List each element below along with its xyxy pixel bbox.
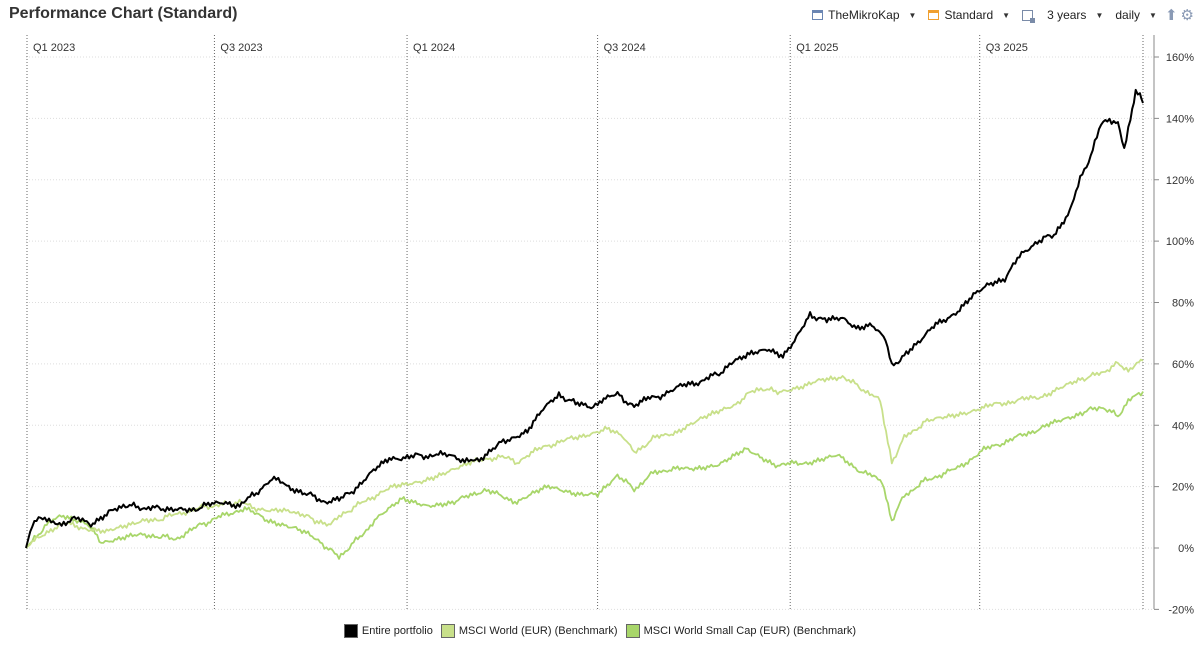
- calendar-icon: [1022, 9, 1036, 23]
- view-selector[interactable]: Standard ▼: [928, 8, 1022, 22]
- y-tick-label: 80%: [1172, 298, 1194, 310]
- quarter-label: Q1 2024: [413, 42, 455, 54]
- y-tick-label: 120%: [1166, 175, 1194, 187]
- legend-label: Entire portfolio: [361, 625, 433, 637]
- quarter-label: Q1 2025: [796, 42, 838, 54]
- page-title: Performance Chart (Standard): [9, 5, 238, 22]
- chevron-down-icon: ▼: [1149, 10, 1157, 20]
- y-tick-label: -20%: [1168, 604, 1194, 616]
- legend-swatch: [440, 624, 455, 638]
- quarter-label: Q3 2025: [986, 42, 1028, 54]
- series-line-0: [25, 88, 1144, 549]
- chevron-down-icon: ▼: [908, 10, 917, 20]
- gear-icon[interactable]: ⚙: [1180, 7, 1194, 24]
- view-icon: [928, 10, 940, 20]
- legend-item[interactable]: MSCI World (EUR) (Benchmark): [440, 624, 618, 638]
- portfolio-selector-label: TheMikroKap: [828, 8, 900, 22]
- legend-item[interactable]: Entire portfolio: [343, 624, 433, 638]
- quarter-label: Q1 2023: [33, 42, 75, 54]
- chevron-down-icon: ▼: [1095, 10, 1104, 20]
- y-tick-label: 40%: [1172, 420, 1194, 432]
- portfolio-selector[interactable]: TheMikroKap ▼: [812, 8, 928, 22]
- y-tick-label: 140%: [1166, 113, 1194, 125]
- chevron-down-icon: ▼: [1002, 10, 1011, 20]
- legend-label: MSCI World (EUR) (Benchmark): [458, 625, 618, 637]
- y-tick-label: 0%: [1178, 543, 1194, 555]
- period-selector-label: 3 years: [1047, 8, 1087, 22]
- legend-item[interactable]: MSCI World Small Cap (EUR) (Benchmark): [625, 624, 857, 638]
- y-tick-label: 100%: [1166, 236, 1194, 248]
- chart-header: Performance Chart (Standard) TheMikroKap…: [0, 0, 1200, 30]
- upload-icon[interactable]: ⬆: [1164, 7, 1178, 24]
- series-line-2: [25, 391, 1144, 560]
- performance-chart: -20% 0% 20% 40% 60% 80% 100% 120% 140% 160% Q1 202…: [25, 35, 1194, 616]
- portfolio-icon: [812, 10, 824, 20]
- toolbar: TheMikroKap ▼ Standard ▼ 3 years ▼ daily…: [812, 6, 1194, 24]
- series-line-1: [25, 358, 1144, 549]
- interval-selector[interactable]: daily ▼: [1115, 8, 1163, 22]
- interval-selector-label: daily: [1115, 8, 1141, 22]
- view-selector-label: Standard: [944, 8, 994, 22]
- quarter-label: Q3 2024: [604, 42, 646, 54]
- quarter-label: Q3 2023: [220, 42, 262, 54]
- legend-label: MSCI World Small Cap (EUR) (Benchmark): [643, 625, 857, 637]
- period-selector[interactable]: 3 years ▼: [1022, 8, 1115, 23]
- y-tick-label: 60%: [1172, 359, 1194, 371]
- chart-legend: Entire portfolio MSCI World (EUR) (Benchm…: [0, 624, 1200, 638]
- legend-swatch: [343, 624, 358, 638]
- y-tick-label: 160%: [1166, 52, 1194, 64]
- legend-swatch: [625, 624, 640, 638]
- y-tick-label: 20%: [1172, 482, 1194, 494]
